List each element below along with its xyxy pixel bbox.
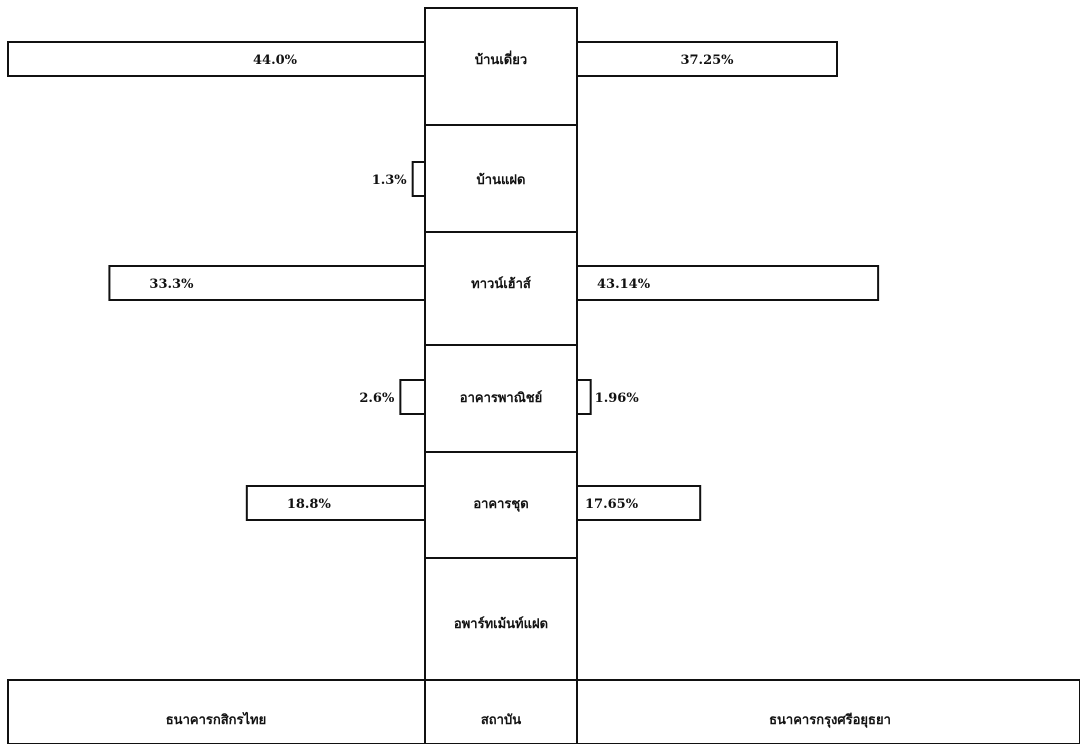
category-cell [424,124,578,233]
footer-header-row: ธนาคารกสิกรไทย สถาบัน ธนาคารกรุงศรีอยุธย… [7,679,1080,744]
footer-left-series-name: ธนาคารกสิกรไทย [166,711,266,728]
series-right: 37.25% 43.14% 1.96% 17.65% [576,41,880,521]
category-cell [424,557,578,681]
bar-left [7,41,426,77]
category-cell [424,7,578,126]
category-label: อาคารพาณิชย์ [460,390,542,406]
bar-right [576,41,838,77]
category-label: อาคารชุด [473,497,528,512]
value-label-left: 1.3% [372,173,408,188]
bar-left [399,379,427,415]
value-label-left: 2.6% [359,391,395,406]
value-label-right: 1.96% [595,391,640,406]
bar-right [576,379,592,415]
footer-center-header: สถาบัน [481,713,521,728]
category-label: บ้านเดี่ยว [475,50,527,68]
series-left: 44.0% 1.3% 33.3% 2.6% 18.8% [7,41,427,521]
category-column: บ้านเดี่ยวบ้านแฝดทาวน์เฮ้าส์อาคารพาณิชย์… [424,7,578,681]
value-label-left: 18.8% [287,497,332,512]
bar-right [576,265,880,301]
bar-left [411,161,426,197]
bar-left [245,485,426,521]
value-label-left: 33.3% [149,277,194,292]
category-label: อพาร์ทเม้นท์แฝด [454,616,548,632]
category-label: บ้านแฝด [477,172,526,188]
value-label-right: 37.25% [680,53,734,68]
footer-frame [7,679,1080,744]
footer-right-series-name: ธนาคารกรุงศรีอยุธยา [769,712,891,728]
category-label: ทาวน์เฮ้าส์ [471,276,531,292]
bar-left [108,265,426,301]
value-label-right: 43.14% [597,277,651,292]
bar-right [576,485,702,521]
value-label-left: 44.0% [253,53,298,68]
value-label-right: 17.65% [585,497,639,512]
category-cell [424,231,578,346]
category-cell [424,344,578,453]
